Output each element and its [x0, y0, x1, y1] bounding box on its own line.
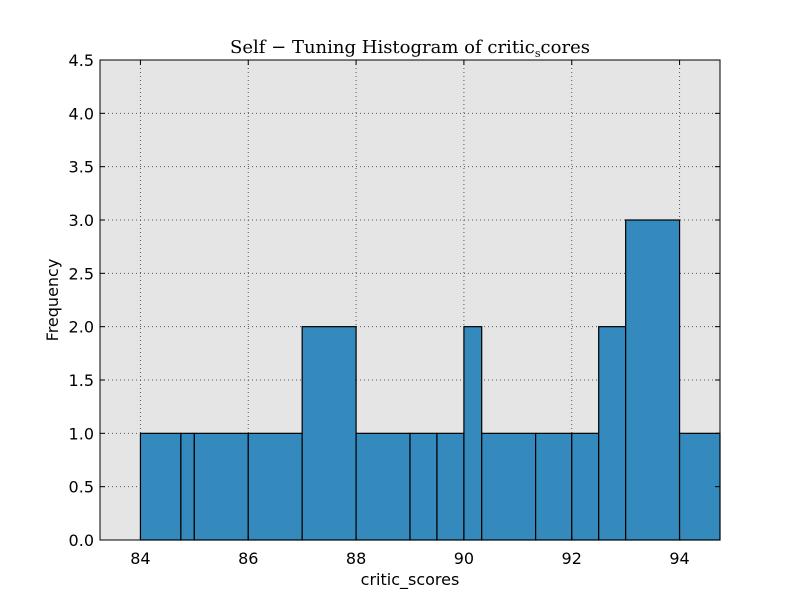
x-tick-label: 90	[454, 549, 474, 568]
histogram-bar	[301, 326, 357, 541]
histogram-bar	[409, 432, 438, 541]
y-tick-label: 1.5	[69, 371, 94, 390]
y-tick-label: 2.0	[69, 318, 94, 337]
histogram-bar	[180, 432, 195, 541]
y-axis-label: Frequency	[43, 259, 62, 342]
chart-title: Self − Tuning Histogram of criticscores	[230, 37, 590, 60]
x-tick-label: 88	[346, 549, 366, 568]
x-tick-label: 92	[562, 549, 582, 568]
x-tick-labels: 84 86 88 90 92 94	[130, 549, 689, 568]
y-tick-label: 4.5	[69, 51, 94, 70]
y-tick-label: 1.0	[69, 424, 94, 443]
histogram-bar	[463, 326, 483, 541]
title-subscript: s	[535, 47, 541, 60]
y-tick-labels: 0.0 0.5 1.0 1.5 2.0 2.5 3.0 3.5 4.0 4.5	[69, 51, 94, 550]
y-tick-label: 3.0	[69, 211, 94, 230]
histogram-bar	[355, 432, 411, 541]
histogram-bar	[598, 326, 627, 541]
histogram-bars	[139, 219, 721, 541]
x-tick-label: 94	[669, 549, 689, 568]
histogram-bar	[535, 432, 573, 541]
x-tick-label: 86	[238, 549, 258, 568]
x-axis-label: critic_scores	[361, 570, 460, 590]
histogram-bar	[625, 219, 681, 541]
histogram-bar	[247, 432, 303, 541]
histogram-bar	[571, 432, 600, 541]
histogram-bar	[481, 432, 537, 541]
histogram-bar	[436, 432, 465, 541]
y-tick-label: 0.0	[69, 531, 94, 550]
axis-ticks	[100, 59, 720, 541]
y-tick-label: 0.5	[69, 478, 94, 497]
y-tick-label: 3.5	[69, 158, 94, 177]
histogram-bar	[139, 432, 182, 541]
y-tick-label: 2.5	[69, 264, 94, 283]
histogram-bar	[193, 432, 249, 541]
histogram-bar	[678, 432, 721, 541]
plot-frame	[99, 59, 721, 541]
title-suffix: cores	[541, 37, 590, 58]
title-main: Self − Tuning Histogram of critic	[230, 37, 535, 58]
x-tick-label: 84	[130, 549, 150, 568]
y-tick-label: 4.0	[69, 104, 94, 123]
